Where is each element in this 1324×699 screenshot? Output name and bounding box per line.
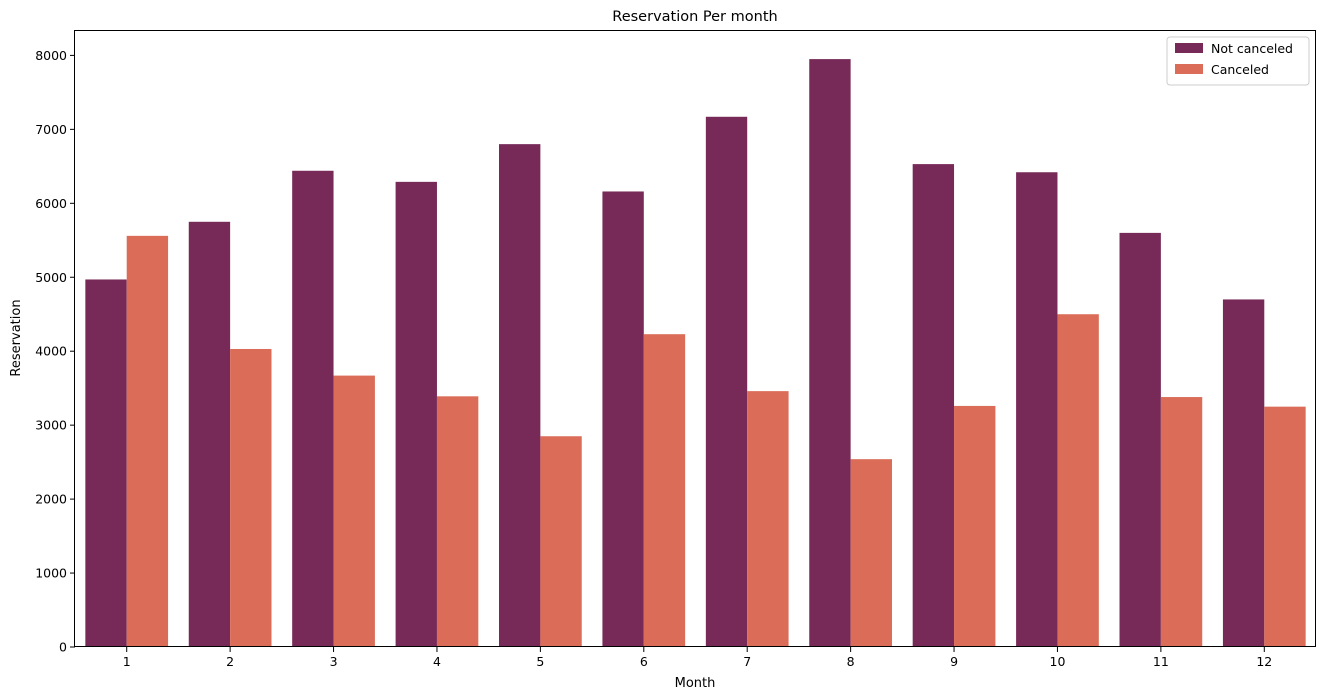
x-tick-label: 12 — [1256, 654, 1272, 669]
chart-title: Reservation Per month — [612, 9, 777, 25]
x-tick-label: 11 — [1153, 654, 1169, 669]
y-tick-label: 0 — [59, 640, 67, 655]
bar-canceled-month-7 — [747, 391, 789, 647]
y-tick-label: 1000 — [35, 566, 67, 581]
y-tick-label: 5000 — [35, 270, 67, 285]
bar-canceled-month-1 — [126, 235, 169, 647]
bar-canceled-month-2 — [230, 348, 272, 647]
x-axis: 1 2 3 4 5 6 7 8 9 10 11 12 — [123, 647, 1272, 669]
bar-canceled-month-8 — [850, 459, 892, 647]
bar-not-canceled-month-1 — [85, 279, 127, 647]
x-tick-label: 6 — [640, 654, 648, 669]
bar-canceled-month-4 — [436, 396, 479, 647]
bar-canceled-month-10 — [1057, 314, 1099, 647]
plot-frame — [74, 30, 1316, 647]
bar-canceled-month-11 — [1160, 397, 1203, 647]
x-tick-label: 9 — [950, 654, 958, 669]
x-tick-label: 8 — [847, 654, 855, 669]
bar-canceled-month-5 — [540, 436, 582, 647]
bar-not-canceled-month-3 — [292, 170, 334, 647]
bar-not-canceled-month-4 — [395, 181, 437, 647]
x-axis-label: Month — [675, 676, 716, 691]
bar-canceled-month-3 — [333, 375, 375, 647]
legend: Not canceled Canceled — [1166, 36, 1310, 86]
bar-canceled-month-6 — [643, 334, 686, 647]
legend-label: Canceled — [1211, 62, 1269, 77]
x-tick-label: 2 — [226, 654, 234, 669]
y-axis-label: Reservation — [9, 299, 24, 376]
bar-not-canceled-month-6 — [602, 191, 644, 647]
x-tick-label: 7 — [743, 654, 751, 669]
legend-label: Not canceled — [1211, 41, 1293, 56]
bar-not-canceled-month-5 — [499, 144, 541, 647]
y-tick-label: 4000 — [35, 344, 67, 359]
bar-not-canceled-month-2 — [188, 221, 231, 647]
y-axis: 0 1000 2000 3000 4000 5000 6000 7000 8000 — [35, 48, 75, 655]
x-tick-label: 3 — [330, 654, 338, 669]
x-tick-label: 4 — [433, 654, 441, 669]
y-tick-label: 8000 — [35, 48, 67, 63]
x-tick-label: 5 — [536, 654, 544, 669]
x-tick-label: 10 — [1050, 654, 1066, 669]
y-tick-label: 6000 — [35, 196, 67, 211]
bar-not-canceled-month-11 — [1119, 232, 1161, 647]
legend-swatch — [1175, 64, 1203, 74]
bar-not-canceled-month-10 — [1016, 172, 1058, 647]
y-tick-label: 3000 — [35, 418, 67, 433]
y-tick-label: 2000 — [35, 492, 67, 507]
legend-swatch — [1175, 43, 1203, 53]
y-tick-label: 7000 — [35, 122, 67, 137]
x-tick-label: 1 — [123, 654, 131, 669]
bar-not-canceled-month-12 — [1222, 299, 1265, 647]
bar-canceled-month-12 — [1264, 406, 1306, 647]
bars-group — [85, 59, 1306, 648]
bar-not-canceled-month-8 — [809, 59, 851, 648]
bar-not-canceled-month-9 — [912, 164, 955, 647]
bar-not-canceled-month-7 — [705, 116, 748, 648]
bar-canceled-month-9 — [954, 405, 996, 647]
